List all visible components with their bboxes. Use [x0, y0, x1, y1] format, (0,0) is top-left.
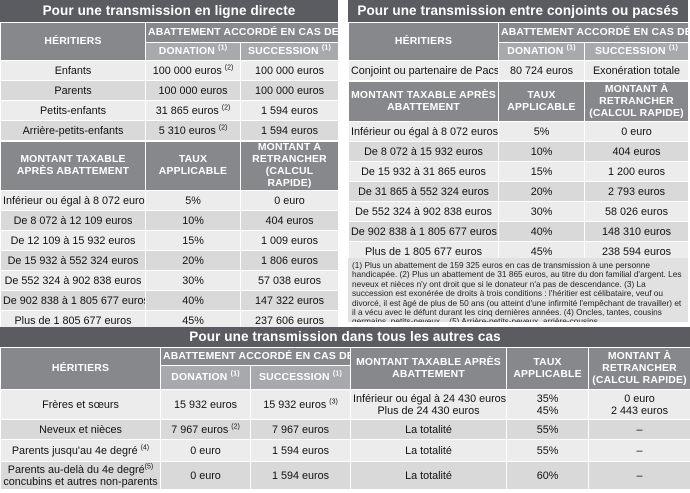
col-retrancher: MONTANT À RETRANCHER (CALCUL RAPIDE) — [584, 81, 689, 122]
col-succession: SUCCESSION (1) — [239, 42, 340, 61]
table-row: De 8 072 à 15 932 euros 10% 404 euros — [348, 141, 689, 162]
panel-title: Pour une transmission en ligne directe — [0, 0, 338, 22]
col-succession: SUCCESSION (1) — [249, 365, 352, 390]
table-row: Arrière-petits-enfants 5 310 euros (2) 1… — [0, 120, 340, 141]
table-row: De 552 324 à 902 838 euros 30% 57 038 euro… — [0, 270, 339, 291]
col-montant: MONTANT TAXABLE APRÈS ABATTEMENT — [350, 347, 508, 390]
col-taux: TAUX APPLICABLE — [506, 347, 590, 390]
col-donation: DONATION (1) — [145, 42, 241, 61]
table-row: Neveux et nièces 7 967 euros (2) 7 967 e… — [0, 419, 690, 440]
col-abattement: ABATTEMENT ACCORDÉ EN CAS DE... — [159, 347, 352, 366]
table-row: De 902 838 à 1 805 677 euros 40% 147 322 e… — [0, 290, 339, 311]
table-row: Enfants 100 000 euros (2) 100 000 euros — [0, 60, 340, 81]
col-montant: MONTANT TAXABLE APRÈS ABATTEMENT — [348, 81, 499, 122]
table-row: De 15 932 à 31 865 euros 15% 1 200 euros — [348, 161, 689, 182]
col-heritiers: HÉRITIERS — [0, 347, 161, 390]
table-row: Parents au-delà du 4e degré(5) concubins … — [0, 461, 690, 490]
abattement-table: HÉRITIERS ABATTEMENT ACCORDÉ EN CAS DE..… — [0, 22, 340, 141]
panel-ligne-directe: Pour une transmission en ligne directe H… — [0, 0, 340, 331]
table-row: De 12 109 à 15 932 euros 15% 1 009 euros — [0, 230, 339, 251]
table-row: De 8 072 à 12 109 euros 10% 404 euros — [0, 210, 339, 231]
abattement-table: HÉRITIERS ABATTEMENT ACCORDÉ EN CAS DE..… — [348, 22, 690, 81]
footnotes: (1) Plus un abattement de 159 325 euros … — [348, 258, 688, 322]
col-montant: MONTANT TAXABLE APRÈS ABATTEMENT — [0, 141, 146, 191]
table-row: Plus de 1 805 677 euros 45% 237 606 euros — [0, 310, 339, 331]
col-abattement: ABATTEMENT ACCORDÉ EN CAS DE... — [497, 22, 690, 43]
col-donation: DONATION (1) — [498, 42, 585, 61]
panel-title: Pour une transmission dans tous les autr… — [0, 327, 690, 347]
autres-table: HÉRITIERS ABATTEMENT ACCORDÉ EN CAS DE..… — [0, 347, 690, 490]
panel-conjoints: Pour une transmission entre conjoints ou… — [348, 0, 690, 262]
bareme-table: MONTANT TAXABLE APRÈS ABATTEMENT TAUX AP… — [348, 81, 689, 262]
col-retrancher: MONTANT À RETRANCHER (CALCUL RAPIDE) — [588, 347, 690, 390]
table-row: De 552 324 à 902 838 euros 30% 58 026 euro… — [348, 201, 689, 222]
bareme-table: MONTANT TAXABLE APRÈS ABATTEMENT TAUX AP… — [0, 141, 339, 331]
col-retrancher: MONTANT À RETRANCHER (CALCUL RAPIDE) — [240, 141, 339, 191]
table-row: Frères et sœurs 15 932 euros 15 932 euro… — [0, 389, 690, 420]
table-row: De 15 932 à 552 324 euros 20% 1 806 euros — [0, 250, 339, 271]
col-taux: TAUX APPLICABLE — [498, 81, 585, 122]
col-succession: SUCCESSION (1) — [583, 42, 690, 61]
table-row: Conjoint ou partenaire de Pacs 80 724 eu… — [348, 60, 690, 81]
col-heritiers: HÉRITIERS — [348, 22, 499, 61]
table-row: Plus de 1 805 677 euros 45% 238 594 euros — [348, 241, 689, 262]
col-donation: DONATION (1) — [160, 365, 251, 390]
panel-title: Pour une transmission entre conjoints ou… — [348, 0, 688, 22]
table-row: De 902 838 à 1 805 677 euros 40% 148 310 e… — [348, 221, 689, 242]
col-heritiers: HÉRITIERS — [0, 22, 146, 61]
table-row: Parents jusqu'au 4e degré (4) 0 euro 1 5… — [0, 439, 690, 462]
panel-autres-cas: Pour une transmission dans tous les autr… — [0, 327, 690, 490]
col-taux: TAUX APPLICABLE — [145, 141, 241, 191]
table-row: Petits-enfants 31 865 euros (2) 1 594 eu… — [0, 100, 340, 121]
table-row: Inférieur ou égal à 8 072 euros 5% 0 euro — [348, 121, 689, 142]
table-row: De 31 865 à 552 324 euros 20% 2 793 euros — [348, 181, 689, 202]
table-row: Parents 100 000 euros 100 000 euros — [0, 80, 340, 101]
col-abattement: ABATTEMENT ACCORDÉ EN CAS DE... — [144, 22, 340, 43]
table-row: Inférieur ou égal à 8 072 euros 5% 0 euro — [0, 190, 339, 211]
